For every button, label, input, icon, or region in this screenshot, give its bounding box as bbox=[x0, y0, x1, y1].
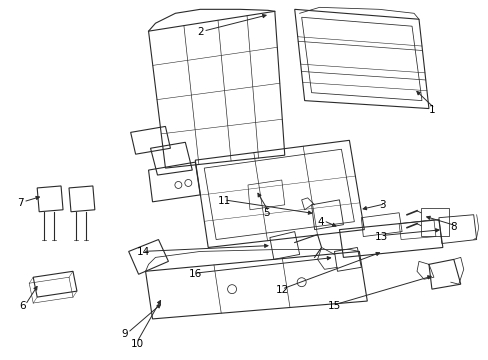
Text: 14: 14 bbox=[136, 247, 149, 257]
Text: 9: 9 bbox=[122, 329, 128, 339]
Text: 12: 12 bbox=[275, 285, 288, 295]
Text: 1: 1 bbox=[428, 105, 435, 114]
Text: 2: 2 bbox=[197, 27, 203, 37]
Text: 11: 11 bbox=[218, 196, 231, 206]
Text: 13: 13 bbox=[374, 231, 387, 242]
Text: 3: 3 bbox=[379, 200, 385, 210]
Text: 5: 5 bbox=[263, 208, 269, 218]
Text: 7: 7 bbox=[17, 198, 24, 208]
Text: 16: 16 bbox=[188, 269, 201, 279]
Text: 15: 15 bbox=[327, 301, 340, 311]
Text: 4: 4 bbox=[317, 217, 324, 227]
Text: 6: 6 bbox=[19, 301, 26, 311]
Text: 10: 10 bbox=[130, 339, 143, 349]
Text: 8: 8 bbox=[449, 222, 455, 232]
